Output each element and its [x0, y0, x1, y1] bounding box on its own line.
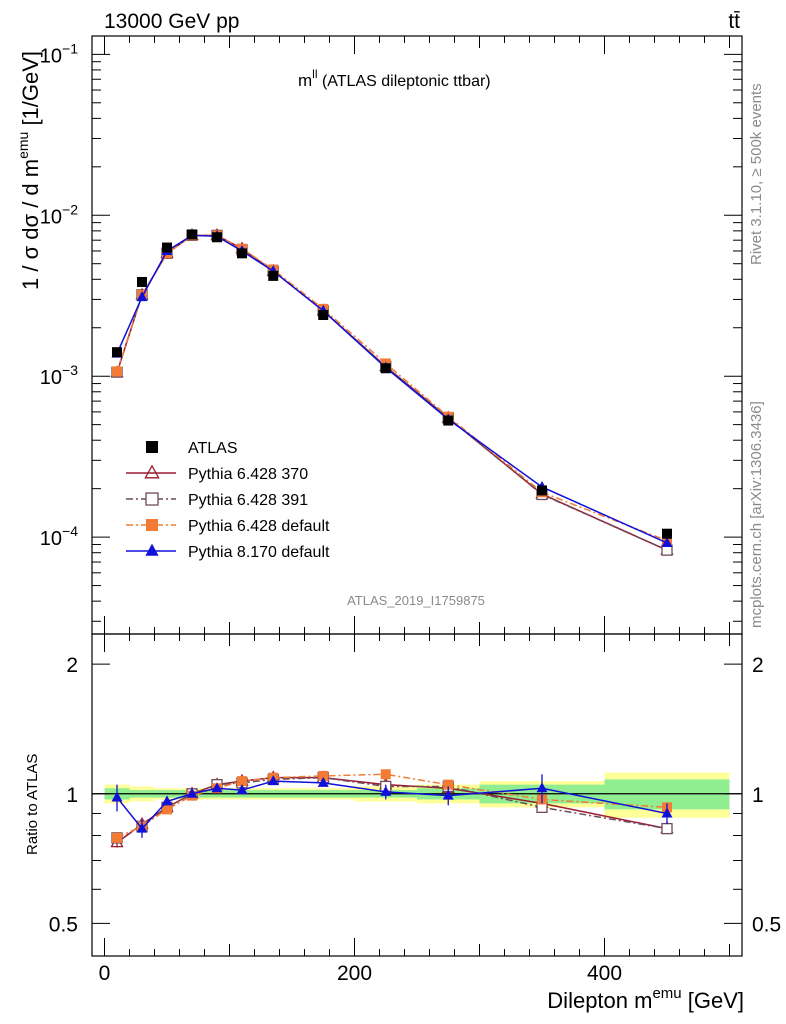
main-y-tick-label: 10−3: [40, 362, 78, 389]
ratio-data-point: [236, 784, 248, 795]
energy-label: 13000 GeV pp: [104, 10, 239, 33]
ratio-panel-frame: [91, 633, 743, 957]
process-label: tt̄: [728, 10, 740, 33]
legend-marker: [145, 492, 159, 506]
axis-ticks: [92, 36, 742, 956]
ratio-data-point: [161, 795, 173, 806]
legend-marker: [144, 464, 160, 479]
main-y-tick-label: 10−2: [40, 201, 78, 228]
ratio-data-point: [186, 787, 198, 798]
main-data-point: [237, 248, 247, 259]
main-y-axis-label-sup: emu: [15, 132, 31, 159]
legend-label: Pythia 8.170 default: [188, 544, 330, 561]
ratio-y-tick-label-right: 0.5: [752, 913, 781, 936]
main-series-0: [112, 229, 672, 539]
main-panel-series: [110, 228, 674, 556]
main-data-point: [537, 485, 547, 496]
ratio-y-tick-label-right: 1: [752, 784, 764, 807]
main-data-point: [137, 276, 147, 287]
main-series-line: [116, 234, 668, 542]
x-tick-label: 200: [337, 962, 372, 985]
ratio-data-point: [380, 785, 392, 796]
main-data-point: [662, 528, 672, 539]
ratio-uncertainty-bands: [104, 772, 730, 818]
legend-label: Pythia 6.428 default: [188, 518, 330, 535]
main-y-tick-label: 10−4: [40, 523, 78, 550]
x-axis-label: Dilepton memu [GeV]: [547, 985, 744, 1013]
main-series-line: [116, 234, 668, 544]
ratio-data-point: [237, 776, 247, 787]
ratio-panel-series: [110, 769, 674, 848]
ratio-data-point: [136, 822, 148, 833]
main-y-axis-label: 1 / σ dσ / d memu [1/GeV]: [15, 51, 43, 290]
ratio-y-axis-label: Ratio to ATLAS: [24, 754, 41, 855]
legend-marker: [145, 543, 159, 556]
main-data-point: [112, 347, 122, 358]
ratio-data-point: [112, 832, 122, 843]
ratio-data-point: [317, 776, 329, 787]
main-data-point: [136, 291, 148, 302]
x-axis-label-unit: [GeV]: [682, 988, 744, 1013]
legend: ATLAS Pythia 6.428 370 Pythia 6.428 391 Pyt…: [126, 440, 330, 561]
ratio-series-3: [111, 774, 673, 838]
ratio-data-point: [442, 789, 454, 800]
ratio-series-line: [116, 773, 668, 839]
legend-label: ATLAS: [188, 440, 238, 457]
legend-marker: [146, 519, 158, 531]
ratio-data-point: [267, 775, 279, 786]
axis-tick-labels: 10−4 10−3 10−2 10−1 0.5 0.5 1 1 2 2 0 200 400: [40, 40, 781, 985]
observable-title-sup: ll: [312, 67, 317, 81]
ratio-data-point: [318, 770, 329, 781]
legend-entry: Pythia 6.428 default: [126, 518, 330, 535]
ratio-data-point: [111, 791, 123, 802]
main-data-point: [187, 229, 197, 240]
legend-entry: Pythia 6.428 370: [126, 464, 308, 483]
main-data-point: [443, 415, 454, 426]
ratio-y-tick-label-right: 2: [752, 654, 764, 677]
ratio-data-point: [211, 782, 223, 793]
legend-label: Pythia 6.428 391: [188, 492, 308, 509]
analysis-id: ATLAS_2019_I1759875: [347, 593, 485, 608]
main-y-axis-label-unit: [1/GeV]: [18, 51, 43, 132]
legend-entry: Pythia 8.170 default: [126, 543, 330, 561]
ratio-data-point: [162, 804, 172, 815]
ratio-data-point: [380, 769, 391, 780]
main-data-point: [112, 366, 122, 377]
legend-entry: ATLAS: [146, 440, 238, 457]
ratio-series-line: [116, 780, 668, 830]
main-y-axis-label-text: 1 / σ dσ / d m: [18, 159, 43, 290]
ratio-y-tick-label-left: 2: [66, 654, 78, 677]
x-tick-label: 0: [99, 962, 111, 985]
main-data-point: [380, 363, 391, 374]
main-data-point: [268, 270, 279, 281]
ratio-data-point: [536, 782, 548, 793]
ratio-y-tick-label-left: 0.5: [49, 913, 78, 936]
main-y-tick-label: 10−1: [40, 40, 78, 67]
legend-marker: [146, 441, 158, 453]
ratio-series-line: [116, 776, 668, 839]
main-data-point: [661, 536, 673, 547]
main-data-point: [212, 232, 222, 243]
legend-label: Pythia 6.428 370: [188, 466, 308, 483]
ratio-data-point: [661, 807, 673, 818]
x-axis-label-sup: emu: [652, 985, 681, 1002]
ratio-data-point: [443, 779, 454, 790]
ratio-y-tick-label-left: 1: [66, 784, 78, 807]
main-data-point: [318, 310, 329, 321]
rivet-label: Rivet 3.1.10, ≥ 500k events: [748, 83, 765, 265]
x-axis-label-text: Dilepton m: [547, 988, 652, 1013]
observable-title-rest: (ATLAS dileptonic ttbar): [318, 73, 491, 90]
legend-entry: Pythia 6.428 391: [126, 492, 308, 509]
observable-title: mll (ATLAS dileptonic ttbar): [298, 67, 491, 90]
observable-title-main: m: [298, 71, 312, 90]
main-data-point: [162, 242, 172, 253]
mcplots-label: mcplots.cern.ch [arXiv:1306.3436]: [748, 401, 765, 628]
x-tick-label: 400: [587, 962, 622, 985]
ratio-data-point: [661, 822, 673, 835]
